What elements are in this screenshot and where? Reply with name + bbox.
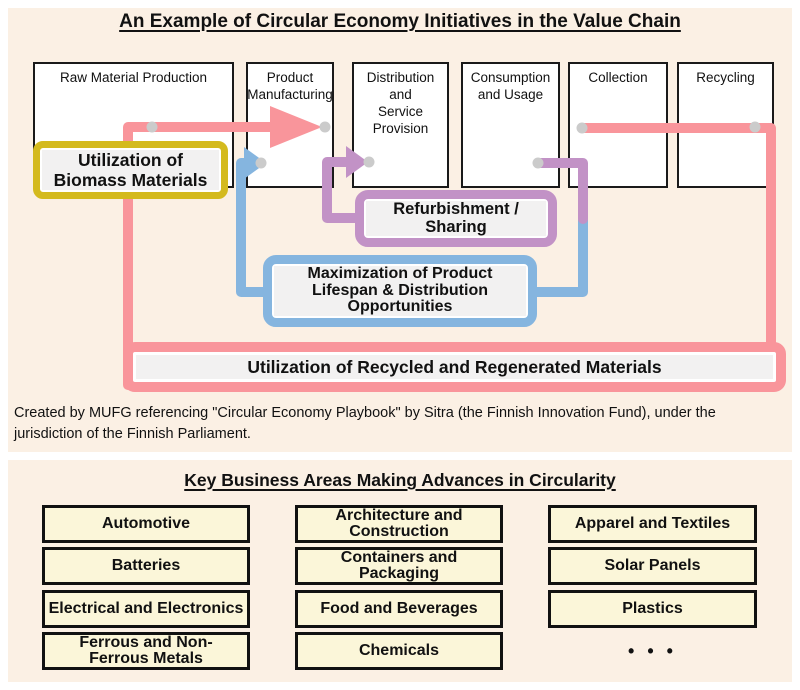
- initiative-label: Utilization of Recycled and Regenerated …: [136, 355, 773, 379]
- area-chemicals: Chemicals: [295, 632, 503, 670]
- connector-dot: [319, 121, 331, 133]
- connector-dot: [576, 122, 588, 134]
- initiative-biomass-materials: Utilization of Biomass Materials: [33, 141, 228, 199]
- blue-flow-line-left: [236, 158, 275, 297]
- business-areas-title: Key Business Areas Making Advances in Ci…: [184, 470, 616, 490]
- connector-dot: [532, 157, 544, 169]
- stage-label: Raw Material Production: [59, 70, 208, 85]
- connector-dot: [146, 121, 158, 133]
- connector-dot: [255, 157, 267, 169]
- area-batteries: Batteries: [42, 547, 250, 585]
- more-areas-ellipsis: • • •: [628, 640, 677, 661]
- initiative-recycled-materials: Utilization of Recycled and Regenerated …: [123, 342, 786, 392]
- purple-flow-line-right: [533, 158, 588, 224]
- initiative-label: Utilization of Biomass Materials: [42, 150, 219, 190]
- blue-flow-line-right: [528, 215, 588, 297]
- blue-arrow: [244, 147, 266, 179]
- area-containers-packaging: Containers and Packaging: [295, 547, 503, 585]
- stage-label: Consumption and Usage: [470, 70, 551, 102]
- stage-label: Distribution and Service Provision: [366, 70, 435, 136]
- initiative-label: Refurbishment / Sharing: [366, 200, 546, 236]
- area-architecture-construction: Architecture and Construction: [295, 505, 503, 543]
- initiative-label: Maximization of Product Lifespan & Distr…: [274, 266, 526, 316]
- connector-dot: [749, 121, 761, 133]
- area-plastics: Plastics: [548, 590, 757, 628]
- value-chain-title: An Example of Circular Economy Initiativ…: [119, 11, 681, 32]
- purple-flow-line-left: [322, 157, 365, 223]
- stage-distribution-service-provision: Distribution and Service Provision: [352, 62, 449, 188]
- initiative-lifespan-maximization: Maximization of Product Lifespan & Distr…: [263, 255, 537, 327]
- area-solar-panels: Solar Panels: [548, 547, 757, 585]
- pink-flow-line-left: [123, 122, 275, 390]
- area-ferrous-metals: Ferrous and Non- Ferrous Metals: [42, 632, 250, 670]
- pink-arrow: [270, 106, 322, 148]
- stage-label: Recycling: [696, 70, 755, 85]
- stage-consumption-and-usage: Consumption and Usage: [461, 62, 560, 188]
- source-caption: Created by MUFG referencing "Circular Ec…: [14, 405, 716, 442]
- area-automotive: Automotive: [42, 505, 250, 543]
- pink-flow-line-right: [577, 123, 776, 357]
- stage-label: Collection: [588, 70, 648, 85]
- initiative-refurbishment-sharing: Refurbishment / Sharing: [355, 190, 557, 247]
- area-apparel-textiles: Apparel and Textiles: [548, 505, 757, 543]
- area-electrical-electronics: Electrical and Electronics: [42, 590, 250, 628]
- connector-dot: [363, 156, 375, 168]
- area-food-beverages: Food and Beverages: [295, 590, 503, 628]
- purple-arrow: [346, 146, 368, 178]
- stage-label: Product Manufacturing: [247, 70, 333, 102]
